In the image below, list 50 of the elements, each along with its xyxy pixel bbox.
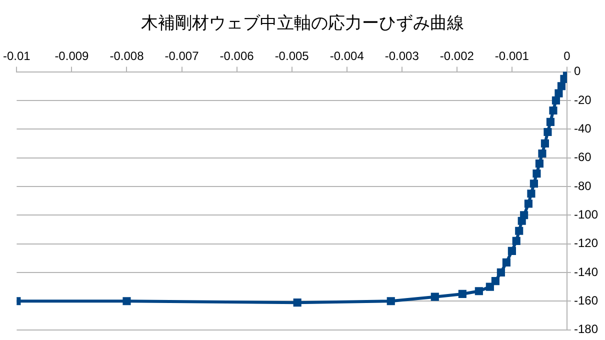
point bbox=[546, 118, 555, 126]
point bbox=[122, 297, 131, 306]
point bbox=[508, 246, 516, 255]
point bbox=[554, 89, 563, 98]
y-tick-label: 0 bbox=[574, 64, 581, 78]
y-tick-label: -60 bbox=[574, 150, 592, 164]
point bbox=[552, 96, 560, 104]
x-tick-label: -0.005 bbox=[274, 48, 310, 63]
x-tick-label: -0.003 bbox=[384, 48, 420, 63]
y-tick-label: -40 bbox=[574, 121, 592, 136]
point bbox=[458, 290, 466, 298]
x-tick-label: -0.001 bbox=[494, 48, 530, 63]
x-tick-label: -0.004 bbox=[330, 48, 364, 63]
point bbox=[544, 128, 552, 136]
point bbox=[549, 106, 558, 115]
point bbox=[474, 287, 483, 296]
point bbox=[538, 149, 546, 158]
y-tick-label: -100 bbox=[574, 207, 598, 222]
y-tick-label: -120 bbox=[574, 236, 598, 250]
point bbox=[557, 82, 566, 90]
point bbox=[540, 139, 550, 148]
point bbox=[491, 277, 500, 286]
point bbox=[527, 190, 536, 198]
x-tick-label: -0.006 bbox=[220, 48, 254, 63]
point bbox=[515, 226, 524, 235]
x-tick-label: -0.007 bbox=[164, 48, 200, 63]
point bbox=[560, 74, 567, 83]
x-tick-label: 0 bbox=[564, 48, 571, 63]
point bbox=[512, 236, 520, 245]
point bbox=[532, 170, 541, 178]
point bbox=[486, 282, 494, 291]
x-tick-label: -0.002 bbox=[440, 48, 474, 63]
point bbox=[535, 160, 544, 168]
y-tick-label: -140 bbox=[574, 264, 598, 279]
point bbox=[430, 292, 439, 301]
y-tick-label: -160 bbox=[574, 293, 598, 308]
y-tick-label: -20 bbox=[574, 92, 592, 107]
x-tick-label: -0.009 bbox=[54, 48, 90, 63]
point bbox=[530, 180, 538, 188]
x-tick-label: -0.01 bbox=[2, 48, 31, 63]
x-tick-label: -0.008 bbox=[110, 48, 144, 63]
point bbox=[496, 268, 505, 276]
point bbox=[520, 211, 528, 220]
y-tick-label: -80 bbox=[574, 178, 592, 193]
point bbox=[502, 258, 510, 266]
y-tick-label: -180 bbox=[574, 322, 598, 336]
point bbox=[293, 298, 302, 307]
point bbox=[386, 297, 395, 306]
chart-title: 木補剛材ウェブ中立軸の応力ーひずみ曲線 bbox=[141, 14, 464, 34]
point bbox=[524, 200, 532, 208]
